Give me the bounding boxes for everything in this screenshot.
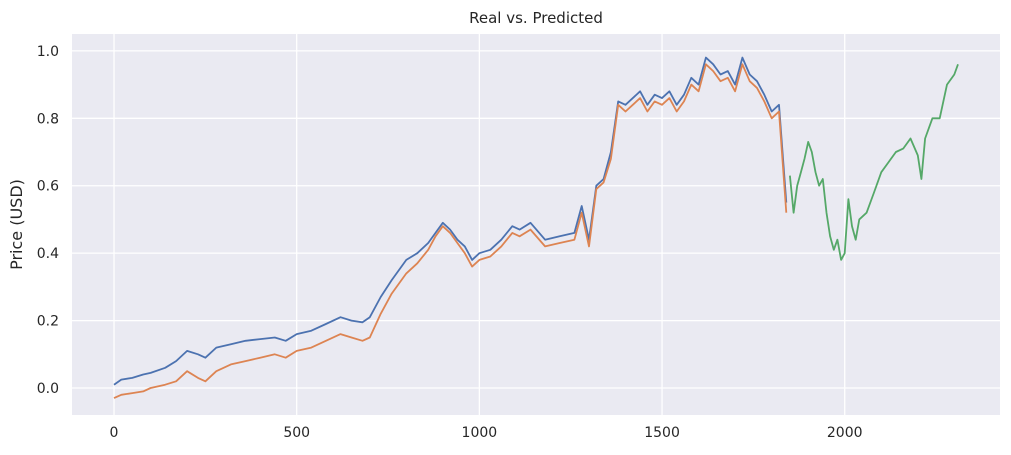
- y-tick-label: 0.0: [37, 381, 59, 397]
- y-axis-ticks: 0.0 0.2 0.4 0.6 0.8 1.0: [37, 44, 59, 397]
- x-tick-label: 1000: [462, 425, 498, 441]
- x-tick-label: 500: [283, 425, 310, 441]
- x-tick-label: 2000: [827, 425, 863, 441]
- y-tick-label: 0.4: [37, 246, 59, 262]
- series-layer: [113, 56, 959, 399]
- x-tick-label: 1500: [644, 425, 680, 441]
- grid: [72, 34, 1000, 415]
- series-line-3: [789, 63, 959, 261]
- chart-title: Real vs. Predicted: [469, 9, 603, 27]
- y-axis-label: Price (USD): [7, 179, 26, 270]
- y-tick-label: 1.0: [37, 44, 59, 60]
- plot-area: [72, 34, 1000, 415]
- series-line-2: [113, 63, 788, 399]
- x-axis-ticks: 0 500 1000 1500 2000: [110, 425, 863, 441]
- series-line-1: [113, 56, 788, 386]
- y-tick-label: 0.6: [37, 179, 59, 195]
- x-tick-label: 0: [110, 425, 119, 441]
- y-tick-label: 0.8: [37, 111, 59, 127]
- y-tick-label: 0.2: [37, 314, 59, 330]
